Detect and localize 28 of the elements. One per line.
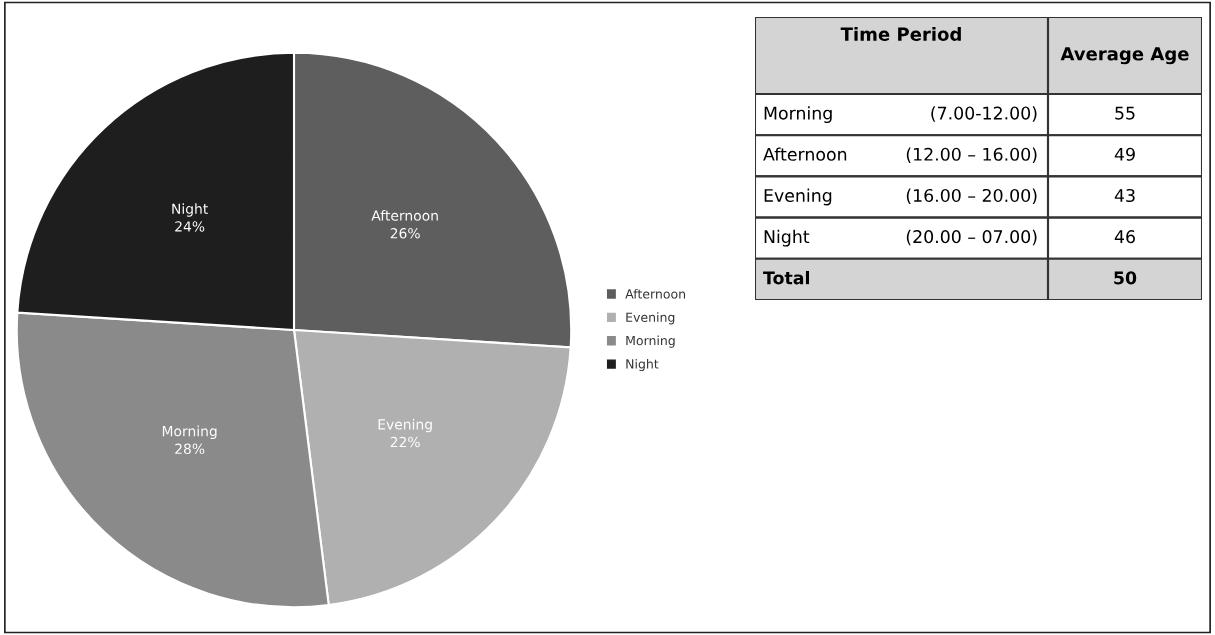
data-label: 28% — [175, 443, 205, 455]
text: Average Age — [1060, 47, 1189, 65]
text: (20.00 – 07.00) — [906, 229, 1037, 246]
slice-label: Night — [172, 203, 208, 217]
data-label: 46 — [1114, 230, 1135, 244]
data-label: 50 — [1114, 271, 1137, 285]
slice-label: Morning — [162, 425, 217, 440]
legend-label: Morning — [626, 335, 675, 348]
data-label: 49 — [1114, 147, 1135, 161]
category-label: Night — [764, 229, 810, 247]
data-label: 55 — [1115, 106, 1135, 120]
category-label: Total — [763, 271, 809, 285]
data-label: 26% — [390, 227, 420, 239]
data-label: 22% — [390, 436, 420, 448]
category-label: Morning — [764, 106, 832, 123]
category-label: Evening — [764, 188, 832, 206]
legend-label: Night — [626, 358, 659, 372]
slice-label: Evening — [378, 418, 432, 433]
text: (7.00-12.00) — [931, 106, 1037, 122]
text: Time Period — [840, 27, 961, 41]
legend-label: Evening — [626, 312, 675, 325]
text: (12.00 – 16.00) — [906, 147, 1037, 163]
category-label: Afternoon — [763, 147, 847, 161]
slice-label: Afternoon — [371, 210, 438, 221]
data-label: 43 — [1114, 188, 1135, 203]
legend-label: Afternoon — [625, 288, 686, 299]
data-label: 24% — [175, 221, 205, 232]
text: (16.00 – 20.00) — [906, 188, 1037, 205]
